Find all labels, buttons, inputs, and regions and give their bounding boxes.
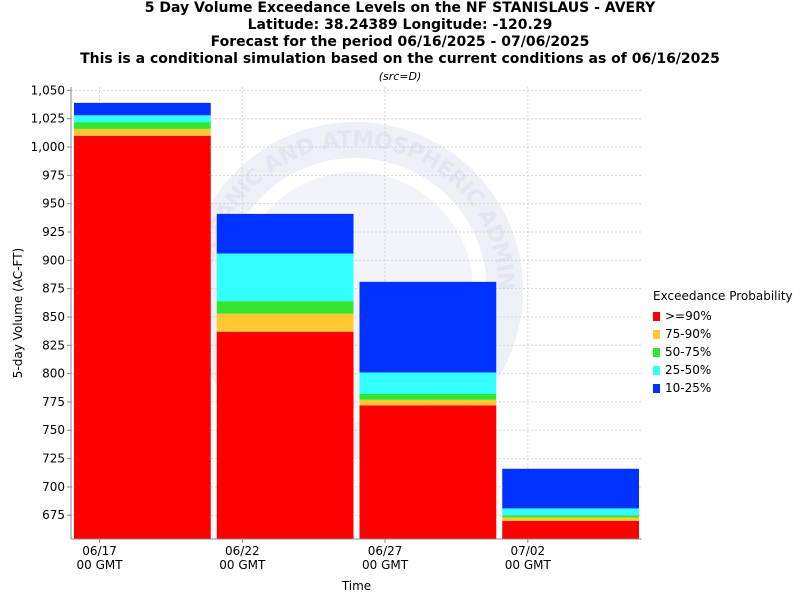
y-tick-label: 800 [42,367,65,381]
bar-2-segment-ge90 [216,331,354,539]
legend-item: >=90% [653,307,793,325]
x-tick-label: 06/22 [225,544,260,558]
legend: Exceedance Probability >=90% 75-90% 50-75%… [653,289,793,397]
y-tick-label: 850 [42,310,65,324]
legend-item: 10-25% [653,379,793,397]
legend-label: 50-75% [665,345,712,359]
y-tick-label: 925 [42,225,65,239]
legend-swatch [653,383,660,393]
chart-subtitle-period: Forecast for the period 06/16/2025 - 07/… [210,34,590,50]
chart-subtitle-location: Latitude: 38.24389 Longitude: -120.29 [247,17,553,33]
bar-1-segment-p75_90 [74,128,211,136]
y-tick-label: 900 [42,253,65,267]
bar-4-segment-p75_90 [502,517,639,521]
x-tick-label: 06/17 [82,544,117,558]
legend-swatch [653,311,660,321]
legend-label: 25-50% [665,363,712,377]
bar-2-segment-p25_50 [216,253,354,302]
legend-swatch [653,365,660,375]
legend-swatch [653,329,660,339]
bar-3-segment-p75_90 [359,399,497,406]
y-tick-label: 725 [42,452,65,466]
y-tick-label: 825 [42,338,65,352]
bar-3-segment-p25_50 [359,372,497,394]
x-axis-title: Time [341,579,371,593]
source-note: (src=D) [378,70,422,83]
bar-3-segment-ge90 [359,405,497,539]
y-tick-label: 1,050 [31,83,65,97]
bar-1-segment-ge90 [74,135,211,539]
bar-3-segment-p50_75 [359,393,497,400]
chart-subtitle-condition: This is a conditional simulation based o… [80,51,720,67]
bar-1-segment-p50_75 [74,122,211,129]
bar-4-segment-ge90 [502,520,639,539]
legend-title: Exceedance Probability [653,289,793,303]
y-tick-label: 875 [42,282,65,296]
x-tick-label: 06/27 [368,544,403,558]
legend-item: 75-90% [653,325,793,343]
bar-1-segment-p25_50 [74,115,211,123]
chart-titles: 5 Day Volume Exceedance Levels on the NF… [0,0,800,84]
legend-swatch [653,347,660,357]
bar-1-segment-p10_25 [74,102,211,116]
legend-items: >=90% 75-90% 50-75% 25-50% 10-25% [653,307,793,397]
y-tick-label: 675 [42,508,65,522]
y-tick-label: 975 [42,168,65,182]
bar-2-segment-p75_90 [216,313,354,332]
y-tick-label: 750 [42,423,65,437]
legend-label: >=90% [665,309,712,323]
x-tick-sublabel: 00 GMT [362,558,409,572]
bar-4-segment-p10_25 [502,468,639,509]
y-axis-title: 5-day Volume (AC-FT) [11,248,25,378]
x-tick-sublabel: 00 GMT [505,558,552,572]
bar-2-segment-p10_25 [216,213,354,254]
y-tick-label: 1,025 [31,112,65,126]
bar-2-segment-p50_75 [216,301,354,314]
chart-title: 5 Day Volume Exceedance Levels on the NF… [144,0,656,16]
bar-4-segment-p25_50 [502,508,639,516]
legend-item: 50-75% [653,343,793,361]
y-tick-label: 775 [42,395,65,409]
bar-4-segment-p50_75 [502,515,639,518]
legend-item: 25-50% [653,361,793,379]
y-tick-label: 950 [42,197,65,211]
legend-label: 75-90% [665,327,712,341]
x-tick-sublabel: 00 GMT [219,558,266,572]
bar-3-segment-p10_25 [359,281,497,373]
y-tick-label: 700 [42,480,65,494]
x-tick-label: 07/02 [511,544,546,558]
legend-label: 10-25% [665,381,712,395]
y-tick-label: 1,000 [31,140,65,154]
x-tick-sublabel: 00 GMT [77,558,124,572]
